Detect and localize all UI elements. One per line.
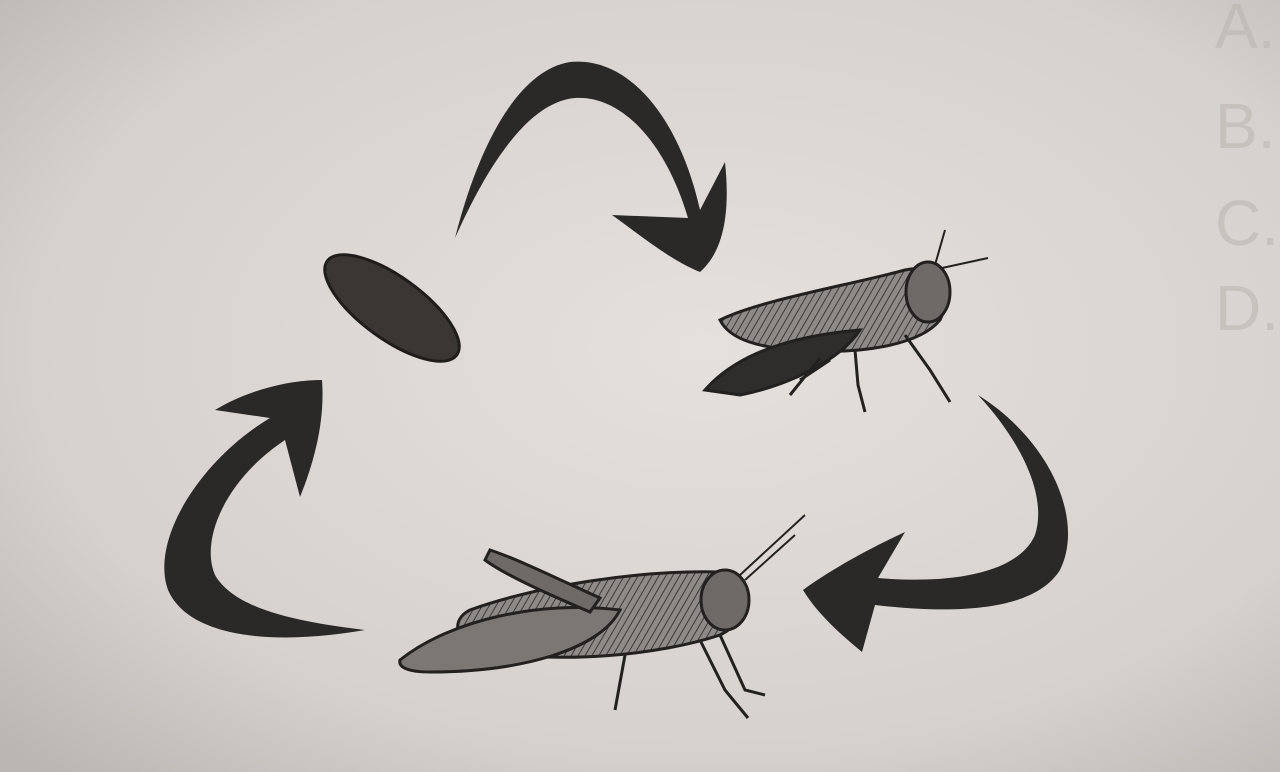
arrow-left (164, 380, 365, 638)
arrow-right (803, 395, 1069, 652)
bleed-marker: C. (1215, 187, 1279, 259)
cycle-arrows (164, 61, 1069, 652)
bleed-marker: A. (1215, 0, 1275, 62)
bleed-marker: B. (1215, 90, 1275, 162)
arrow-top (455, 61, 727, 273)
bleed-through-text: A. B. C. D. (1215, 0, 1279, 344)
bleed-marker: D. (1215, 272, 1279, 344)
young-grasshopper (398, 514, 806, 719)
adult-grasshopper (702, 229, 989, 413)
egg (323, 253, 461, 363)
